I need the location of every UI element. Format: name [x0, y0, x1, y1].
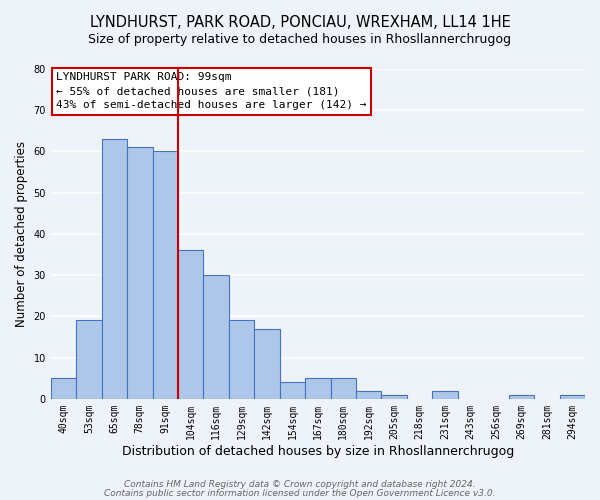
- Bar: [254, 328, 280, 399]
- Bar: [433, 390, 458, 399]
- Bar: [127, 148, 152, 399]
- Text: Size of property relative to detached houses in Rhosllannerchrugog: Size of property relative to detached ho…: [89, 32, 511, 46]
- Bar: [76, 320, 101, 399]
- Y-axis label: Number of detached properties: Number of detached properties: [15, 141, 28, 327]
- Text: Contains public sector information licensed under the Open Government Licence v3: Contains public sector information licen…: [104, 489, 496, 498]
- Bar: [560, 394, 585, 399]
- Bar: [101, 139, 127, 399]
- Bar: [356, 390, 382, 399]
- Bar: [203, 275, 229, 399]
- X-axis label: Distribution of detached houses by size in Rhosllannerchrugog: Distribution of detached houses by size …: [122, 444, 514, 458]
- Bar: [280, 382, 305, 399]
- Bar: [229, 320, 254, 399]
- Text: LYNDHURST, PARK ROAD, PONCIAU, WREXHAM, LL14 1HE: LYNDHURST, PARK ROAD, PONCIAU, WREXHAM, …: [89, 15, 511, 30]
- Bar: [305, 378, 331, 399]
- Bar: [178, 250, 203, 399]
- Text: Contains HM Land Registry data © Crown copyright and database right 2024.: Contains HM Land Registry data © Crown c…: [124, 480, 476, 489]
- Bar: [382, 394, 407, 399]
- Bar: [509, 394, 534, 399]
- Text: LYNDHURST PARK ROAD: 99sqm
← 55% of detached houses are smaller (181)
43% of sem: LYNDHURST PARK ROAD: 99sqm ← 55% of deta…: [56, 72, 367, 110]
- Bar: [152, 152, 178, 399]
- Bar: [331, 378, 356, 399]
- Bar: [51, 378, 76, 399]
